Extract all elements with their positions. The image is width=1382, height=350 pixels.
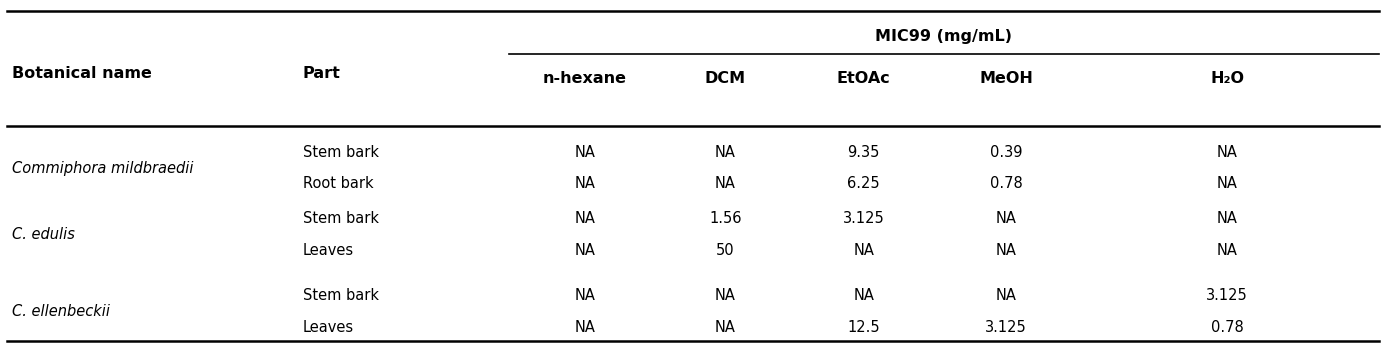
Text: 12.5: 12.5 [847,320,880,335]
Text: NA: NA [995,288,1017,303]
Text: NA: NA [574,243,596,258]
Text: 3.125: 3.125 [1206,288,1248,303]
Text: NA: NA [574,211,596,226]
Text: C. ellenbeckii: C. ellenbeckii [12,304,111,319]
Text: NA: NA [1216,211,1238,226]
Text: MeOH: MeOH [980,71,1032,86]
Text: NA: NA [853,243,875,258]
Text: Leaves: Leaves [303,320,354,335]
Text: NA: NA [1216,176,1238,191]
Text: Leaves: Leaves [303,243,354,258]
Text: Stem bark: Stem bark [303,288,379,303]
Text: 3.125: 3.125 [843,211,884,226]
Text: NA: NA [574,145,596,160]
Text: NA: NA [853,288,875,303]
Text: H₂O: H₂O [1211,71,1244,86]
Text: Root bark: Root bark [303,176,373,191]
Text: 9.35: 9.35 [847,145,880,160]
Text: NA: NA [1216,243,1238,258]
Text: 0.78: 0.78 [990,176,1023,191]
Text: NA: NA [995,243,1017,258]
Text: EtOAc: EtOAc [837,71,890,86]
Text: NA: NA [714,288,737,303]
Text: Stem bark: Stem bark [303,145,379,160]
Text: NA: NA [1216,145,1238,160]
Text: n-hexane: n-hexane [543,71,626,86]
Text: DCM: DCM [705,71,746,86]
Text: 1.56: 1.56 [709,211,742,226]
Text: Stem bark: Stem bark [303,211,379,226]
Text: NA: NA [574,288,596,303]
Text: MIC99 (mg/mL): MIC99 (mg/mL) [875,29,1013,44]
Text: 50: 50 [716,243,735,258]
Text: NA: NA [714,176,737,191]
Text: Botanical name: Botanical name [12,66,152,81]
Text: 3.125: 3.125 [985,320,1027,335]
Text: NA: NA [714,320,737,335]
Text: 6.25: 6.25 [847,176,880,191]
Text: 0.78: 0.78 [1211,320,1244,335]
Text: NA: NA [574,320,596,335]
Text: NA: NA [574,176,596,191]
Text: C. edulis: C. edulis [12,227,75,242]
Text: 0.39: 0.39 [990,145,1023,160]
Text: NA: NA [714,145,737,160]
Text: Part: Part [303,66,340,81]
Text: NA: NA [995,211,1017,226]
Text: Commiphora mildbraedii: Commiphora mildbraedii [12,161,193,175]
